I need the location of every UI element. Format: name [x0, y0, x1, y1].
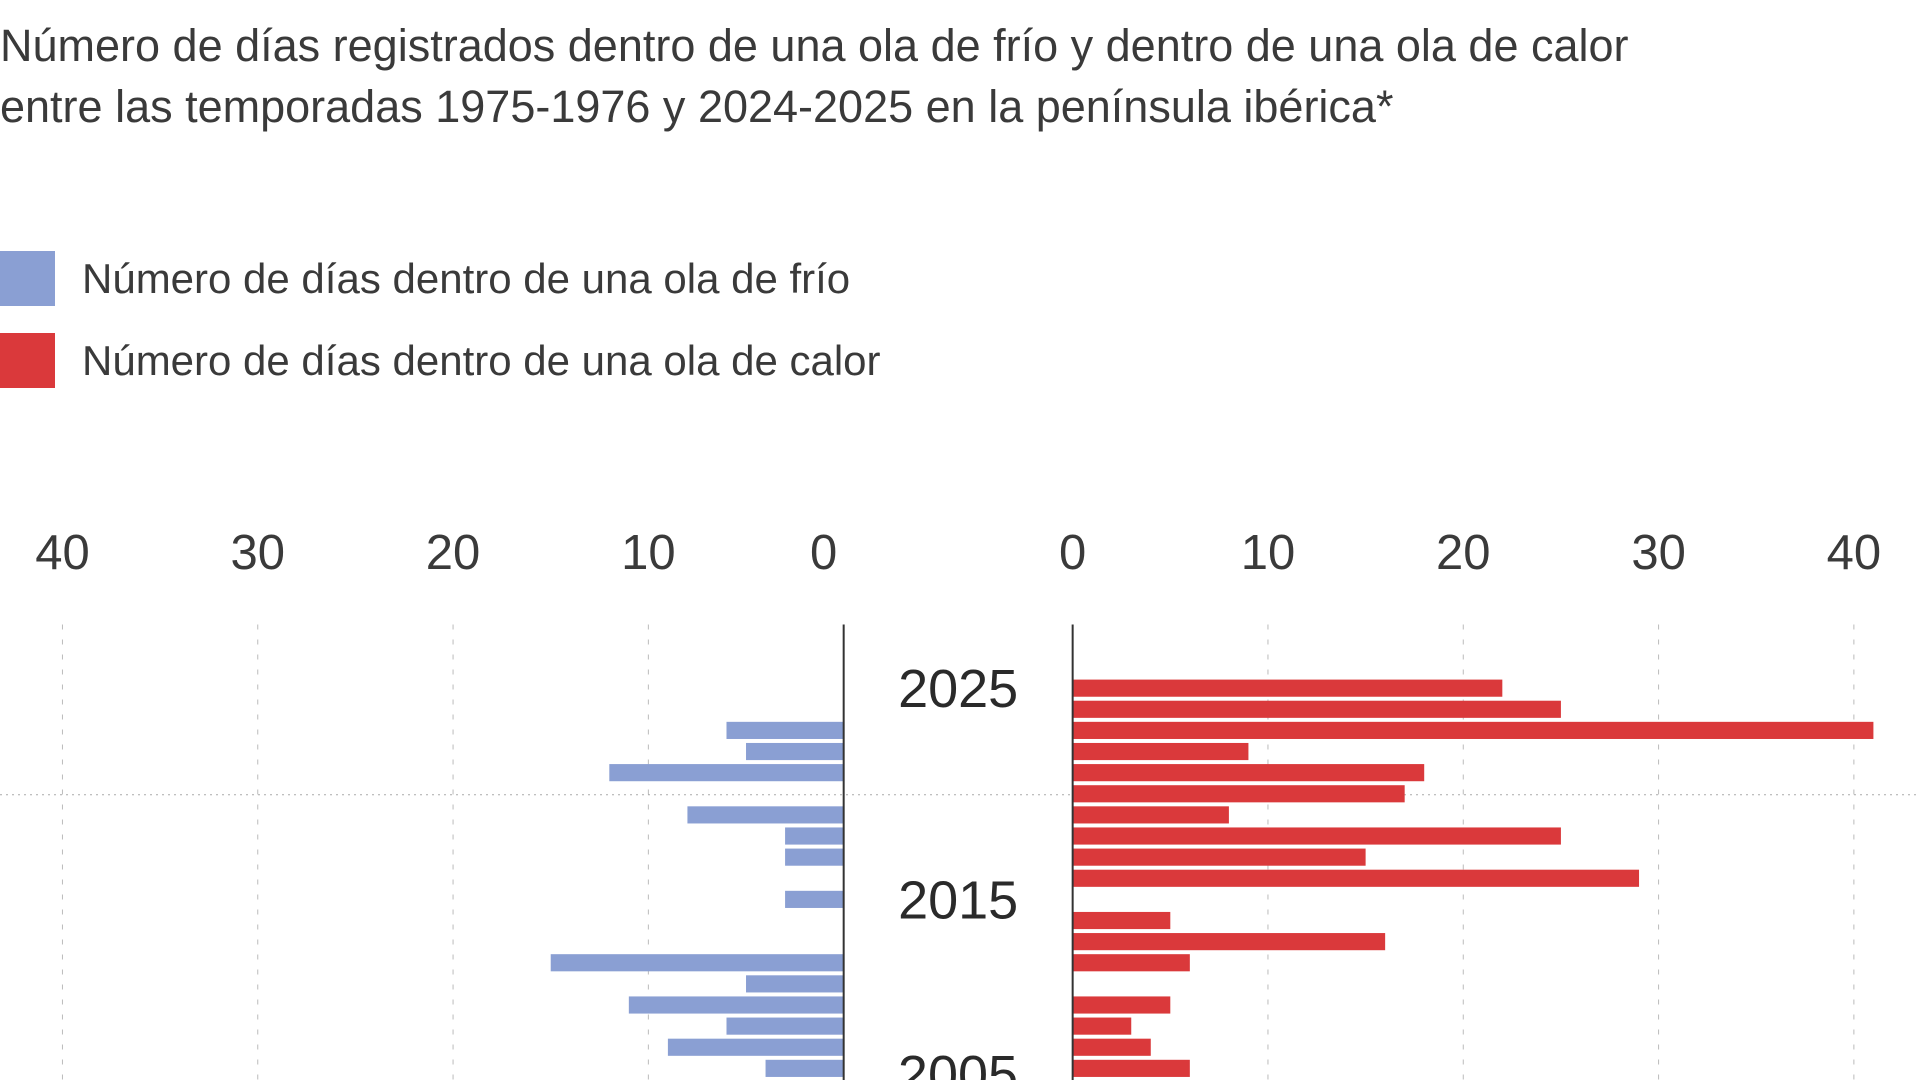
legend-swatch-heat [0, 333, 55, 388]
bar-cold-2007 [765, 1059, 844, 1077]
tick-label-left: 20 [426, 526, 481, 580]
bar-heat-2020 [1072, 785, 1405, 803]
legend-item-heat: Número de días dentro de una ola de calo… [0, 333, 881, 388]
bar-cold-2012 [550, 954, 844, 972]
tick-label-left: 40 [35, 526, 90, 580]
bar-heat-2023 [1072, 721, 1874, 739]
bar-cold-2008 [667, 1038, 844, 1056]
bar-cold-2023 [726, 721, 844, 739]
bar-heat-2013 [1072, 933, 1386, 951]
tick-label-left: 0 [810, 526, 837, 580]
bar-heat-2007 [1072, 1059, 1190, 1077]
bar-heat-2021 [1072, 764, 1425, 782]
bar-heat-2010 [1072, 996, 1171, 1014]
bar-heat-2022 [1072, 742, 1249, 761]
bar-heat-2009 [1072, 1017, 1132, 1035]
year-label-2015: 2015 [898, 870, 1018, 930]
bar-cold-2015 [785, 890, 844, 908]
tick-label-left: 10 [621, 526, 676, 580]
bar-heat-2008 [1072, 1038, 1151, 1056]
bar-heat-2024 [1072, 700, 1561, 718]
legend-label-heat: Número de días dentro de una ola de calo… [82, 336, 881, 384]
tick-label-right: 0 [1059, 526, 1086, 580]
bar-heat-2012 [1072, 954, 1190, 972]
bar-heat-2016 [1072, 869, 1640, 887]
bar-cold-2018 [785, 827, 844, 845]
bar-cold-2021 [609, 764, 844, 782]
bar-cold-2009 [726, 1017, 844, 1035]
bar-heat-2018 [1072, 827, 1561, 845]
chart-title: Número de días registrados dentro de una… [0, 20, 1629, 132]
bar-heat-2025 [1072, 679, 1503, 697]
tick-label-right: 40 [1827, 526, 1882, 580]
bar-heat-2017 [1072, 848, 1366, 866]
bar-cold-2019 [687, 806, 844, 824]
tick-label-right: 30 [1631, 526, 1686, 580]
tick-label-left: 30 [230, 526, 285, 580]
year-label-2005: 2005 [897, 1045, 1019, 1080]
legend-item-cold: Número de días dentro de una ola de frío [0, 251, 850, 306]
bar-heat-2014 [1072, 911, 1171, 930]
bar-heat-2019 [1072, 806, 1229, 824]
tick-label-right: 10 [1241, 526, 1296, 580]
bar-cold-2017 [785, 848, 844, 866]
year-label-2025: 2025 [898, 659, 1018, 719]
legend-swatch-cold [0, 251, 55, 306]
bar-cold-2022 [746, 742, 844, 761]
bar-cold-2011 [746, 975, 844, 993]
bar-cold-2010 [628, 996, 844, 1014]
legend-label-cold: Número de días dentro de una ola de frío [82, 254, 851, 302]
tick-label-right: 20 [1436, 526, 1491, 580]
